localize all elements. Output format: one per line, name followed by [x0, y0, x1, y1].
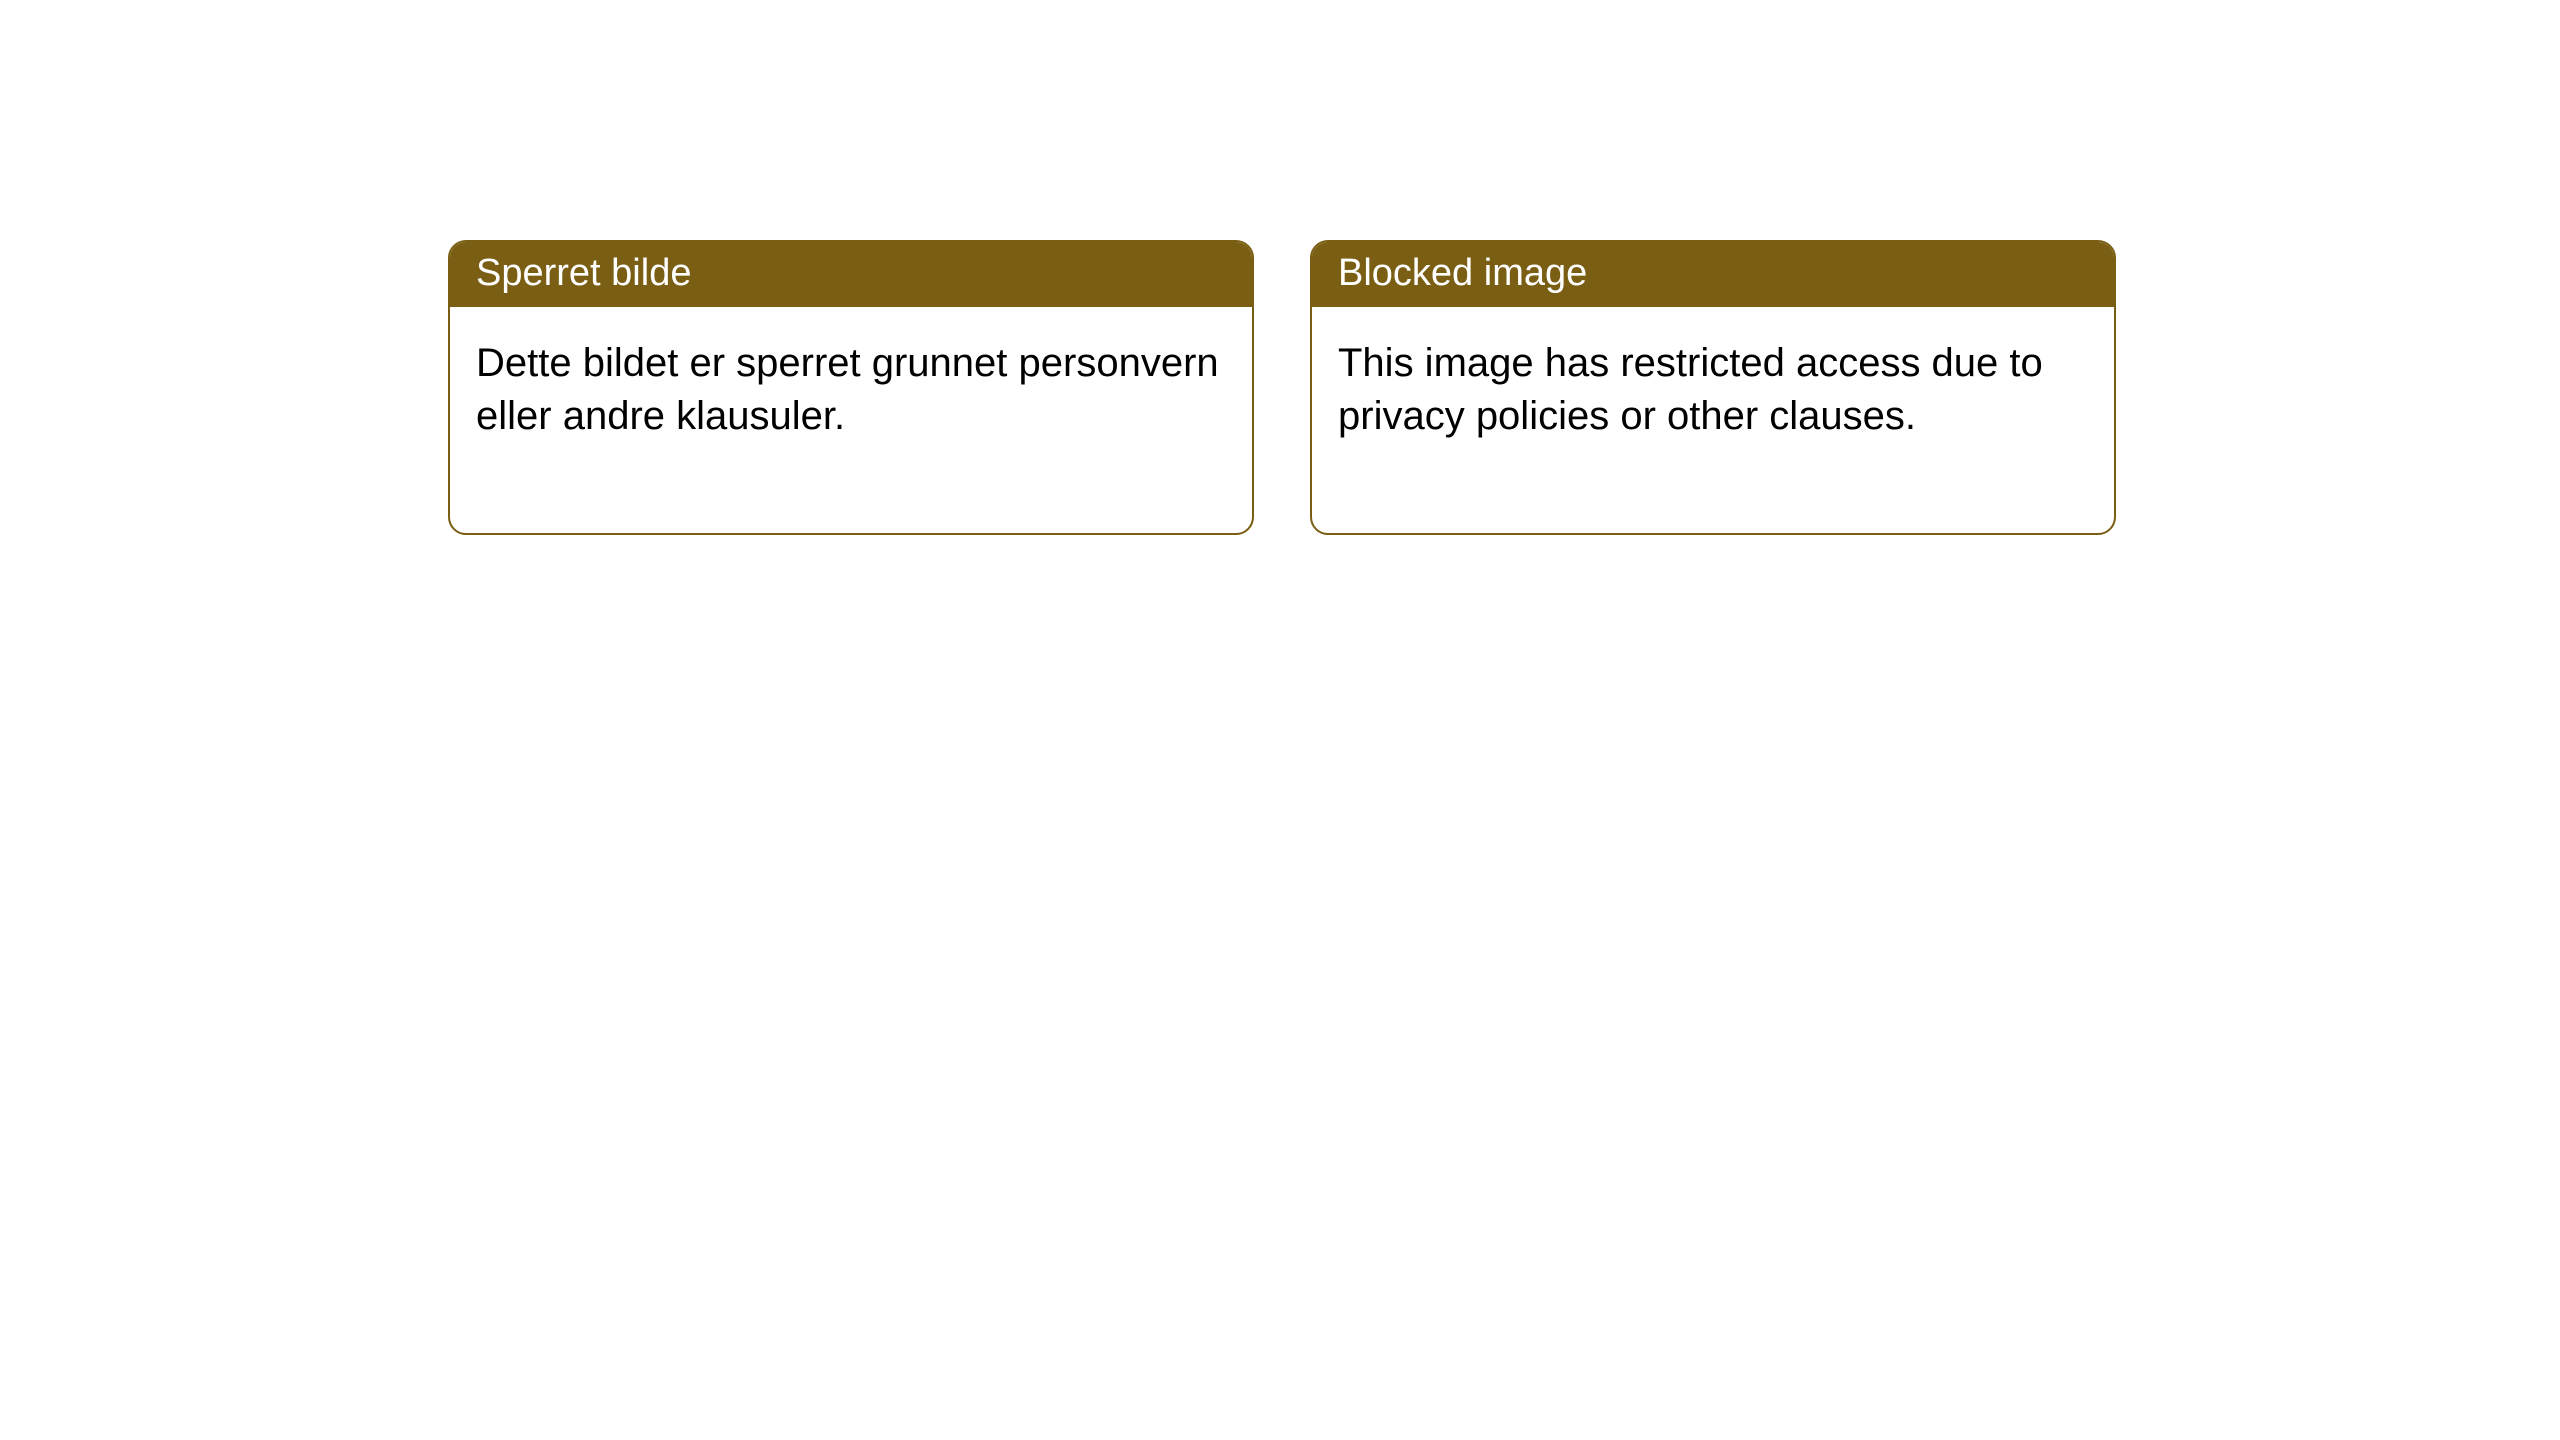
notice-box-norwegian: Sperret bilde Dette bildet er sperret gr…: [448, 240, 1254, 535]
notice-box-english: Blocked image This image has restricted …: [1310, 240, 2116, 535]
notice-title-norwegian: Sperret bilde: [450, 242, 1252, 307]
notice-body-english: This image has restricted access due to …: [1312, 307, 2114, 533]
notice-title-english: Blocked image: [1312, 242, 2114, 307]
notice-body-norwegian: Dette bildet er sperret grunnet personve…: [450, 307, 1252, 533]
notices-container: Sperret bilde Dette bildet er sperret gr…: [0, 0, 2560, 535]
